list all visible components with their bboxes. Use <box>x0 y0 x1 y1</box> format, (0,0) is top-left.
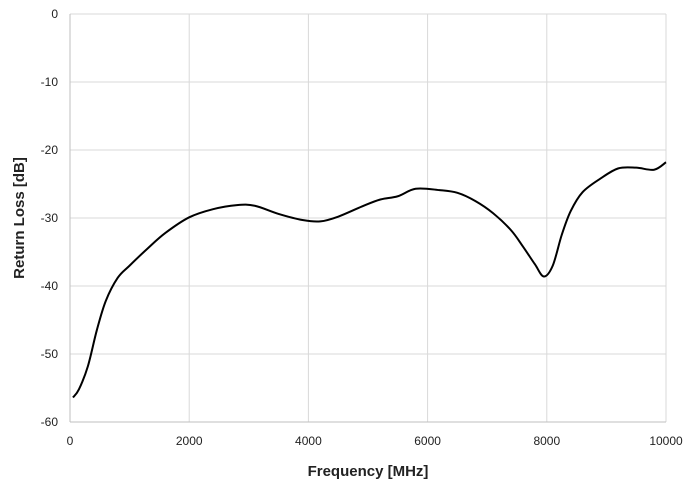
gridlines <box>70 13 667 422</box>
series-group <box>72 161 667 399</box>
y-tick-label: -10 <box>41 75 59 89</box>
x-tick-label: 8000 <box>533 434 560 448</box>
y-tick-label: 0 <box>51 7 58 21</box>
x-tick-labels: 0 2000 4000 6000 8000 10000 <box>67 434 683 448</box>
y-tick-label: -30 <box>41 211 59 225</box>
x-tick-label: 0 <box>67 434 74 448</box>
x-tick-label: 6000 <box>414 434 441 448</box>
x-tick-label: 2000 <box>176 434 203 448</box>
x-tick-label: 4000 <box>295 434 322 448</box>
y-tick-label: -40 <box>41 279 59 293</box>
y-axis-title: Return Loss [dB] <box>11 157 28 279</box>
y-tick-label: -20 <box>41 143 59 157</box>
x-tick-label: 10000 <box>649 434 683 448</box>
y-tick-label: -50 <box>41 347 59 361</box>
y-tick-labels: 0 -10 -20 -30 -40 -50 -60 <box>41 7 59 429</box>
x-axis-title: Frequency [MHz] <box>308 463 429 480</box>
series-line <box>72 161 667 399</box>
axes <box>69 14 666 423</box>
y-tick-label: -60 <box>41 415 59 429</box>
